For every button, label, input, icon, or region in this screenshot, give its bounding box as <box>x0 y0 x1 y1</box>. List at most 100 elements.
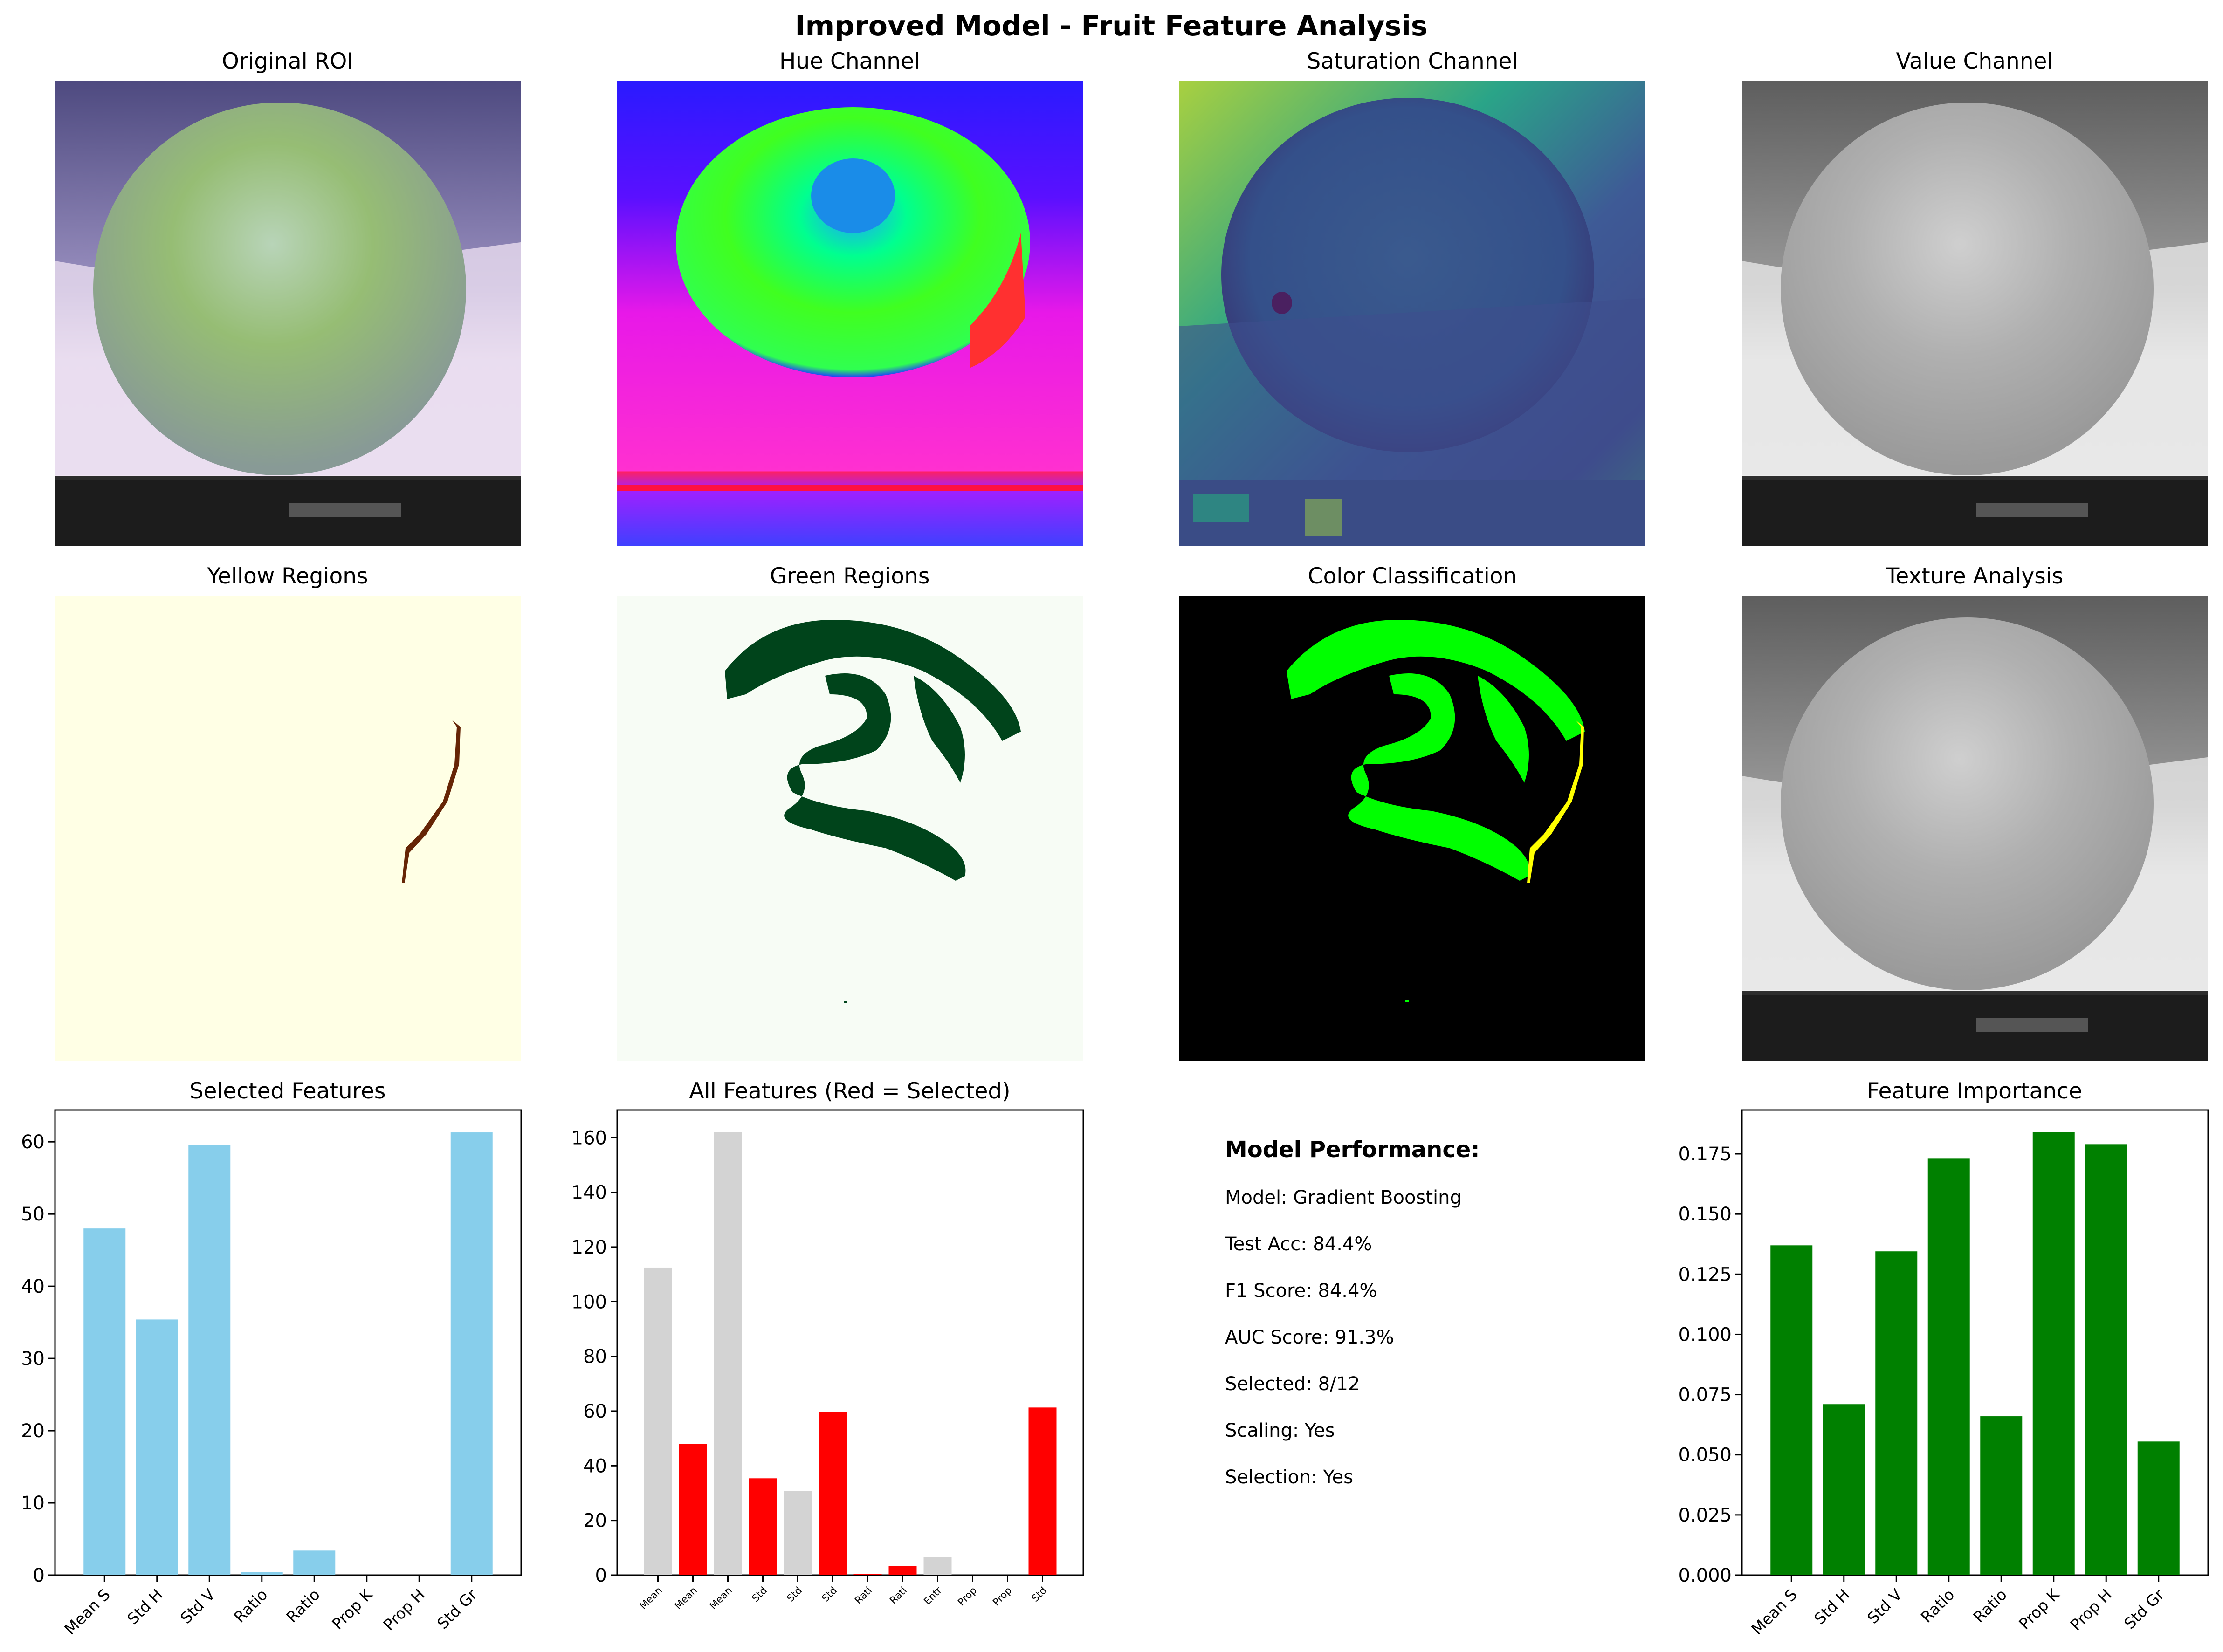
panel-title-color-class: Color Classification <box>1308 563 1517 589</box>
x-tick-label: Ratio <box>1917 1585 1958 1626</box>
y-tick-label: 100 <box>571 1291 607 1313</box>
y-tick-label: 0.175 <box>1678 1144 1732 1165</box>
x-tick-label: Prop <box>956 1585 979 1608</box>
panel-title-original-roi: Original ROI <box>222 48 353 74</box>
hue-channel-image <box>617 81 1083 546</box>
y-tick-label: 80 <box>583 1346 607 1368</box>
chart1-axes <box>54 1109 522 1576</box>
y-tick-label: 0.150 <box>1678 1204 1732 1225</box>
x-tick-label: Mean S <box>61 1585 114 1638</box>
bar <box>749 1478 777 1575</box>
y-tick-label: 60 <box>583 1401 607 1422</box>
figure-title: Improved Model - Fruit Feature Analysis <box>795 10 1427 42</box>
y-tick-label: 20 <box>21 1420 45 1442</box>
panel-title-value: Value Channel <box>1896 48 2053 74</box>
y-tick-label: 40 <box>583 1455 607 1477</box>
y-tick-label: 30 <box>21 1348 45 1370</box>
panel-title-saturation: Saturation Channel <box>1307 48 1518 74</box>
chart3-plot: 0.000 0.025 0.050 0.075 0.100 0.125 0.150 0.175… <box>1678 1132 2180 1638</box>
y-tick-label: 0.075 <box>1678 1385 1732 1406</box>
bar <box>2032 1132 2075 1575</box>
bar <box>293 1550 336 1575</box>
chart1-title: Selected Features <box>190 1078 386 1104</box>
model-performance-panel: Model Performance: Model: Gradient Boost… <box>1225 1137 1480 1488</box>
bar <box>450 1132 493 1575</box>
y-tick-label: 120 <box>571 1237 607 1258</box>
x-tick-label: Ratio <box>282 1585 323 1626</box>
x-tick-label: Ratio <box>230 1585 271 1626</box>
y-tick-label: 40 <box>21 1276 45 1297</box>
yellow-regions-image <box>55 596 521 1061</box>
x-tick-label: Entr <box>922 1584 944 1607</box>
y-tick-label: 0.025 <box>1678 1505 1732 1526</box>
x-tick-label: Rati <box>888 1585 909 1606</box>
bar <box>1028 1407 1057 1575</box>
performance-line: Selection: Yes <box>1225 1467 1353 1488</box>
x-tick-label: Std V <box>1864 1585 1906 1627</box>
x-tick-label: Prop <box>991 1585 1014 1608</box>
value-channel-image <box>1742 81 2208 546</box>
chart3-title: Feature Importance <box>1867 1078 2082 1104</box>
chart2-plot: 0 20 40 60 80 100 120 140 160 Mean Mean Mean Std Std S… <box>571 1127 1057 1611</box>
bar <box>784 1491 812 1575</box>
color-classification-image <box>1179 596 1645 1061</box>
y-tick-label: 0 <box>595 1565 607 1586</box>
x-tick-label: Mean <box>638 1585 664 1611</box>
y-tick-label: 20 <box>583 1510 607 1532</box>
bar <box>1770 1245 1813 1575</box>
x-tick-label: Std Gr <box>2120 1585 2168 1633</box>
y-tick-label: 140 <box>571 1182 607 1204</box>
bar <box>2085 1144 2127 1575</box>
x-tick-label: Mean <box>673 1585 699 1611</box>
performance-line: Scaling: Yes <box>1225 1420 1335 1441</box>
x-tick-label: Ratio <box>1969 1585 2010 1626</box>
x-tick-label: Std <box>785 1585 804 1604</box>
x-tick-label: Std <box>1029 1585 1049 1604</box>
bar <box>83 1228 126 1575</box>
y-tick-label: 50 <box>21 1204 45 1225</box>
bar <box>819 1412 847 1575</box>
panel-title-yellow: Yellow Regions <box>206 563 368 589</box>
bar <box>923 1557 952 1575</box>
performance-title: Model Performance: <box>1225 1137 1480 1163</box>
x-tick-label: Mean <box>708 1585 734 1611</box>
bar <box>136 1319 178 1575</box>
x-tick-label: Rati <box>853 1585 874 1606</box>
bar <box>1823 1404 1865 1575</box>
y-tick-label: 160 <box>571 1127 607 1149</box>
y-tick-label: 60 <box>21 1131 45 1153</box>
y-tick-label: 0.100 <box>1678 1324 1732 1345</box>
green-regions-image <box>617 596 1083 1061</box>
panel-title-green: Green Regions <box>770 563 930 589</box>
x-tick-label: Std Gr <box>434 1585 481 1633</box>
bar <box>188 1145 231 1575</box>
x-tick-label: Std <box>819 1585 839 1604</box>
x-tick-label: Mean S <box>1748 1585 1801 1638</box>
texture-analysis-image <box>1742 596 2208 1061</box>
performance-line: Test Acc: 84.4% <box>1225 1234 1372 1255</box>
bar <box>888 1566 917 1575</box>
bar <box>714 1132 742 1575</box>
bar <box>679 1444 707 1575</box>
bar <box>2137 1441 2180 1575</box>
performance-line: Selected: 8/12 <box>1225 1373 1360 1395</box>
x-tick-label: Std H <box>124 1585 166 1628</box>
chart2-title: All Features (Red = Selected) <box>689 1078 1010 1104</box>
x-tick-label: Prop K <box>328 1585 376 1633</box>
y-tick-label: 0.000 <box>1678 1565 1732 1586</box>
performance-line: AUC Score: 91.3% <box>1225 1327 1394 1348</box>
x-tick-label: Prop H <box>380 1585 428 1634</box>
performance-line: Model: Gradient Boosting <box>1225 1187 1462 1208</box>
bar <box>241 1572 283 1575</box>
bar <box>644 1267 672 1575</box>
chart3-axes <box>1741 1109 2209 1576</box>
y-tick-label: 0.050 <box>1678 1445 1732 1466</box>
x-tick-label: Prop H <box>2067 1585 2115 1634</box>
x-tick-label: Std H <box>1810 1585 1853 1628</box>
chart2-axes <box>616 1109 1084 1576</box>
x-tick-label: Std V <box>177 1585 219 1627</box>
y-tick-label: 10 <box>21 1493 45 1514</box>
panel-title-texture: Texture Analysis <box>1886 563 2064 589</box>
